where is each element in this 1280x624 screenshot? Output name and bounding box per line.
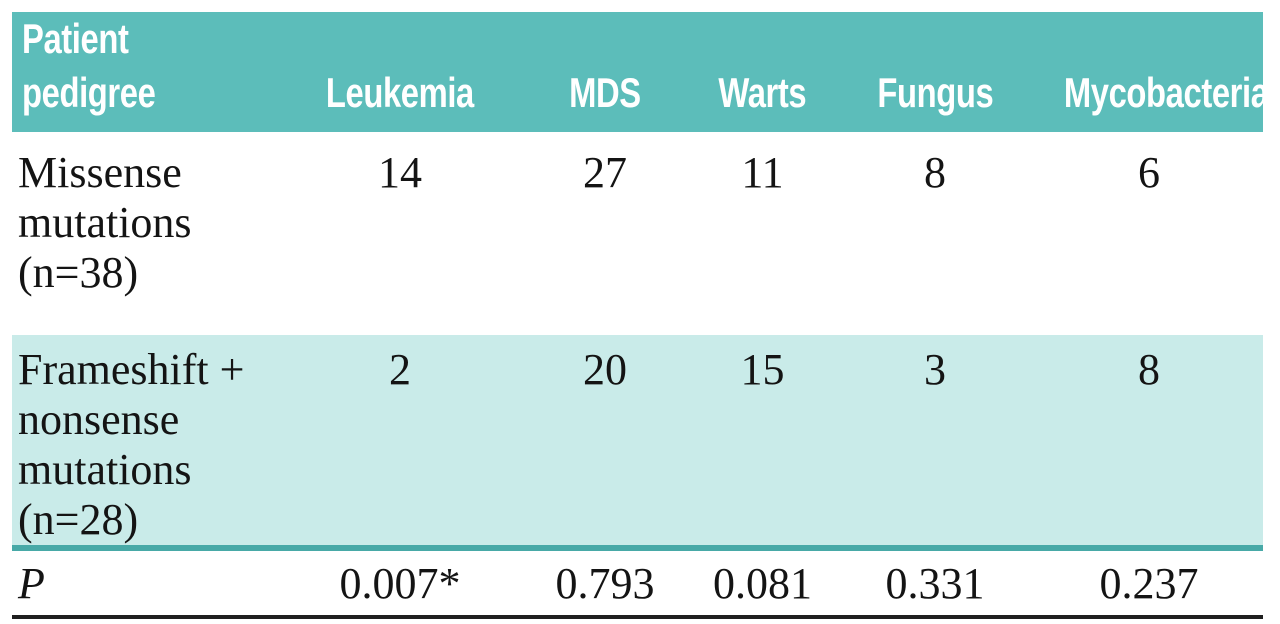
data-table: Patient pedigree Leukemia MDS Warts Fung… bbox=[12, 12, 1269, 619]
cell-p-warts: 0.081 bbox=[690, 545, 835, 619]
cell-missense-leukemia: 14 bbox=[280, 132, 520, 335]
cell-frameshift-mds: 20 bbox=[520, 335, 690, 548]
table-header: Patient pedigree Leukemia MDS Warts Fung… bbox=[12, 12, 1269, 132]
header-cell-mycobacteria: Mycobacteria bbox=[1035, 12, 1269, 132]
cell-frameshift-mycobacteria: 8 bbox=[1035, 335, 1263, 548]
row-label-missense: Missense mutations (n=38) bbox=[12, 132, 280, 335]
cell-missense-mds: 27 bbox=[520, 132, 690, 335]
header-cell-fungus: Fungus bbox=[835, 12, 1035, 132]
cell-p-leukemia: 0.007* bbox=[280, 545, 520, 619]
header-cell-patient-pedigree: Patient pedigree bbox=[12, 12, 280, 132]
header-patient-line2: pedigree bbox=[22, 69, 156, 116]
cell-frameshift-warts: 15 bbox=[690, 335, 835, 548]
row-label-frameshift: Frameshift + nonsense mutations (n=28) bbox=[12, 335, 280, 548]
cell-frameshift-fungus: 3 bbox=[835, 335, 1035, 548]
row-p-value: P 0.007* 0.793 0.081 0.331 0.237 bbox=[12, 545, 1263, 619]
cell-missense-warts: 11 bbox=[690, 132, 835, 335]
row-missense-mutations: Missense mutations (n=38) 14 27 11 8 6 bbox=[12, 132, 1263, 335]
cell-p-mds: 0.793 bbox=[520, 545, 690, 619]
cell-missense-mycobacteria: 6 bbox=[1035, 132, 1263, 335]
cell-frameshift-leukemia: 2 bbox=[280, 335, 520, 548]
header-patient-line1: Patient bbox=[22, 15, 129, 62]
cell-p-mycobacteria: 0.237 bbox=[1035, 545, 1263, 619]
cell-missense-fungus: 8 bbox=[835, 132, 1035, 335]
header-cell-mds: MDS bbox=[520, 12, 690, 132]
row-frameshift-nonsense-mutations: Frameshift + nonsense mutations (n=28) 2… bbox=[12, 335, 1263, 548]
row-label-p: P bbox=[12, 545, 280, 619]
cell-p-fungus: 0.331 bbox=[835, 545, 1035, 619]
header-row: Patient pedigree Leukemia MDS Warts Fung… bbox=[12, 12, 1269, 132]
header-cell-leukemia: Leukemia bbox=[280, 12, 520, 132]
header-cell-warts: Warts bbox=[690, 12, 835, 132]
